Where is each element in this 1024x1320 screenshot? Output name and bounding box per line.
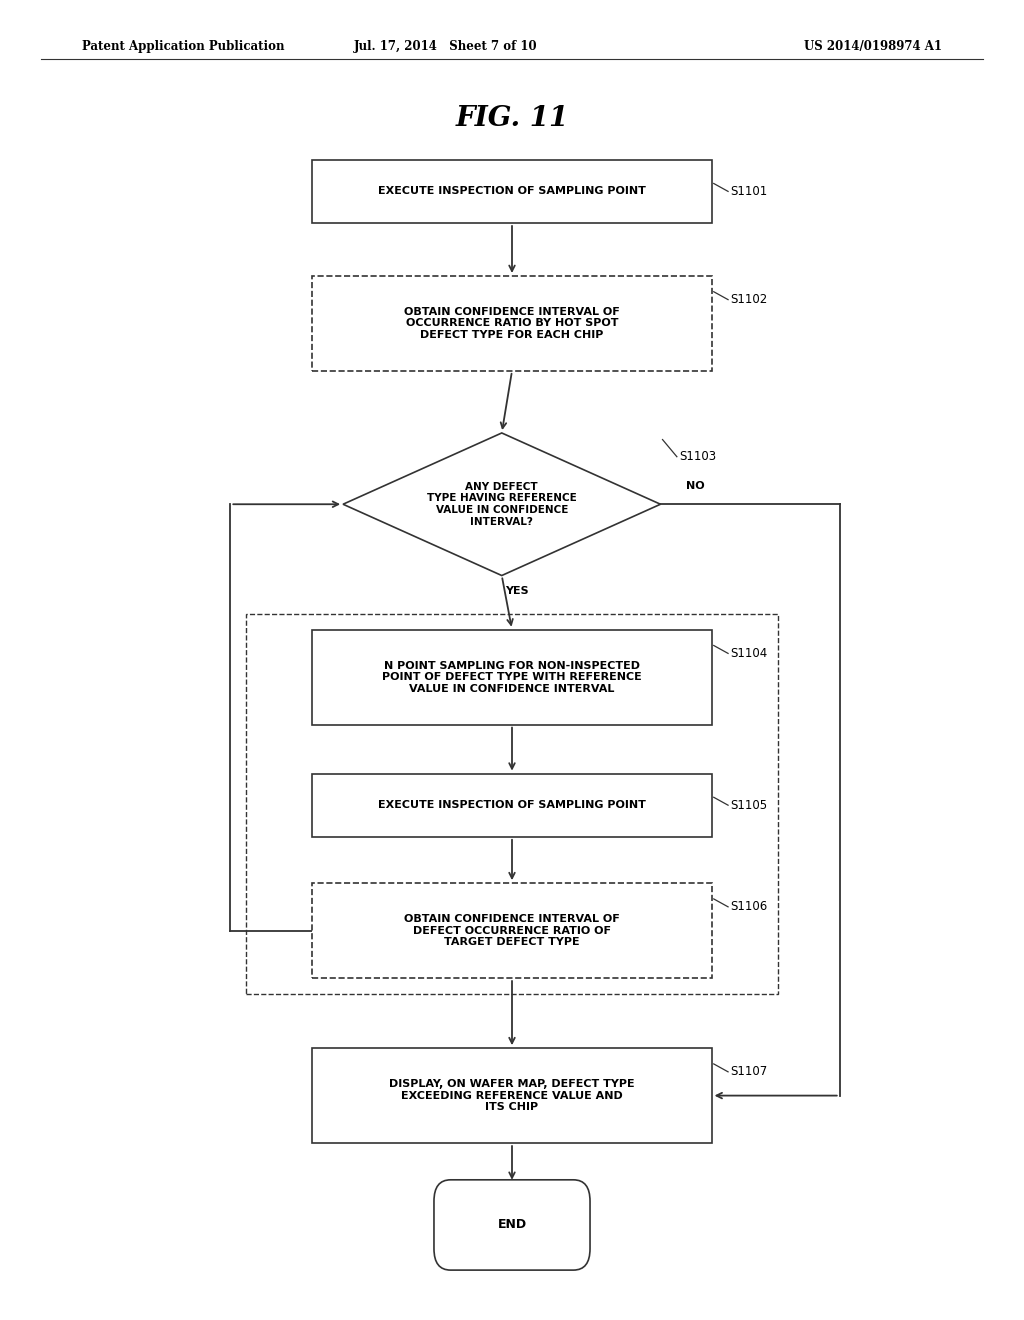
- FancyBboxPatch shape: [312, 774, 712, 837]
- Text: S1101: S1101: [730, 185, 767, 198]
- Text: S1105: S1105: [730, 799, 767, 812]
- Text: S1102: S1102: [730, 293, 767, 306]
- Text: Jul. 17, 2014   Sheet 7 of 10: Jul. 17, 2014 Sheet 7 of 10: [353, 40, 538, 53]
- Text: NO: NO: [686, 480, 705, 491]
- Text: ANY DEFECT
TYPE HAVING REFERENCE
VALUE IN CONFIDENCE
INTERVAL?: ANY DEFECT TYPE HAVING REFERENCE VALUE I…: [427, 482, 577, 527]
- Polygon shape: [343, 433, 660, 576]
- Text: OBTAIN CONFIDENCE INTERVAL OF
OCCURRENCE RATIO BY HOT SPOT
DEFECT TYPE FOR EACH : OBTAIN CONFIDENCE INTERVAL OF OCCURRENCE…: [404, 306, 620, 341]
- FancyBboxPatch shape: [312, 276, 712, 371]
- Text: S1106: S1106: [730, 900, 767, 913]
- Text: Patent Application Publication: Patent Application Publication: [82, 40, 285, 53]
- Text: N POINT SAMPLING FOR NON-INSPECTED
POINT OF DEFECT TYPE WITH REFERENCE
VALUE IN : N POINT SAMPLING FOR NON-INSPECTED POINT…: [382, 660, 642, 694]
- Text: US 2014/0198974 A1: US 2014/0198974 A1: [804, 40, 942, 53]
- Text: YES: YES: [505, 586, 529, 597]
- Text: S1103: S1103: [679, 450, 716, 463]
- FancyBboxPatch shape: [312, 160, 712, 223]
- FancyBboxPatch shape: [312, 883, 712, 978]
- Text: OBTAIN CONFIDENCE INTERVAL OF
DEFECT OCCURRENCE RATIO OF
TARGET DEFECT TYPE: OBTAIN CONFIDENCE INTERVAL OF DEFECT OCC…: [404, 913, 620, 948]
- Text: S1104: S1104: [730, 647, 767, 660]
- FancyBboxPatch shape: [312, 1048, 712, 1143]
- FancyBboxPatch shape: [434, 1180, 590, 1270]
- Text: EXECUTE INSPECTION OF SAMPLING POINT: EXECUTE INSPECTION OF SAMPLING POINT: [378, 186, 646, 197]
- FancyBboxPatch shape: [312, 630, 712, 725]
- Text: END: END: [498, 1218, 526, 1232]
- Text: FIG. 11: FIG. 11: [456, 106, 568, 132]
- Text: DISPLAY, ON WAFER MAP, DEFECT TYPE
EXCEEDING REFERENCE VALUE AND
ITS CHIP: DISPLAY, ON WAFER MAP, DEFECT TYPE EXCEE…: [389, 1078, 635, 1113]
- Text: EXECUTE INSPECTION OF SAMPLING POINT: EXECUTE INSPECTION OF SAMPLING POINT: [378, 800, 646, 810]
- Text: S1107: S1107: [730, 1065, 767, 1078]
